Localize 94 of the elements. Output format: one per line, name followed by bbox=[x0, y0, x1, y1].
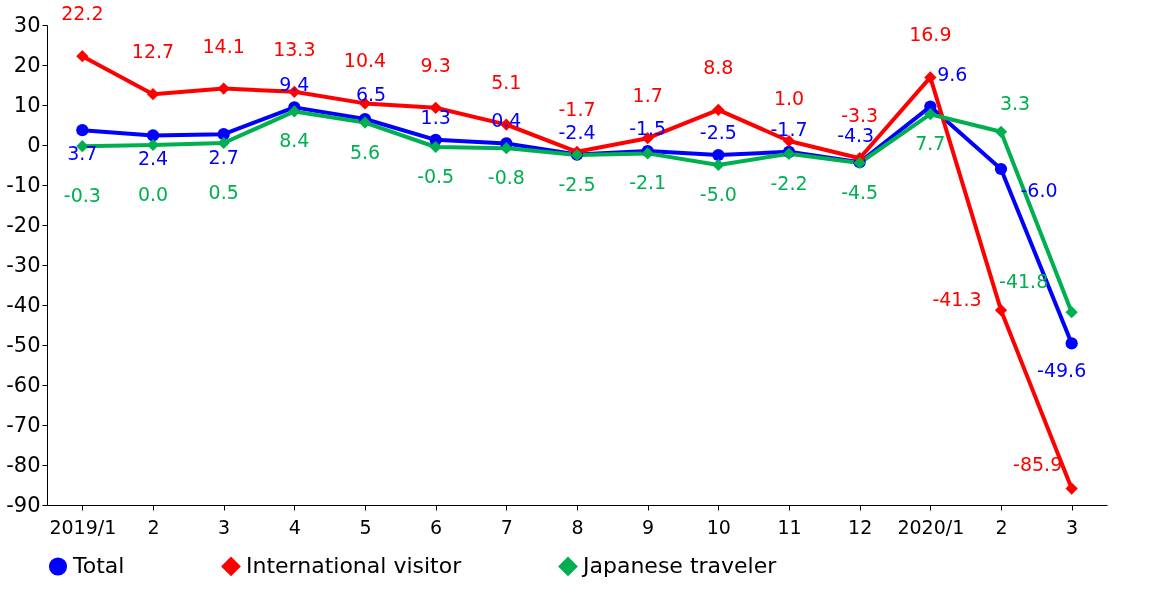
point bbox=[712, 148, 725, 162]
data-label: 8.4 bbox=[279, 129, 310, 152]
point bbox=[994, 304, 1008, 317]
data-label: 9.6 bbox=[937, 62, 968, 85]
data-label: 14.1 bbox=[202, 34, 245, 57]
data-label: 22.2 bbox=[61, 2, 104, 25]
x-tick-label: 2020/1 bbox=[897, 515, 965, 538]
data-label: -4.5 bbox=[841, 181, 879, 203]
data-label: -1.7 bbox=[770, 117, 808, 140]
data-label: 13.3 bbox=[273, 37, 316, 60]
data-label: -1.7 bbox=[558, 97, 596, 120]
point bbox=[994, 125, 1008, 138]
data-label: 16.9 bbox=[909, 23, 952, 46]
data-label: -2.5 bbox=[699, 121, 737, 143]
y-tick-label: -50 bbox=[6, 332, 41, 357]
legend-label: Total bbox=[72, 553, 125, 579]
data-label: 9.4 bbox=[279, 73, 310, 96]
point bbox=[994, 162, 1008, 176]
data-label: -0.8 bbox=[487, 166, 525, 189]
x-tick-label: 2019/1 bbox=[49, 515, 117, 538]
x-tick-label: 3 bbox=[1066, 515, 1079, 538]
point bbox=[217, 128, 230, 141]
data-label: 6.5 bbox=[355, 83, 387, 105]
point bbox=[288, 105, 301, 118]
y-tick-label: -60 bbox=[6, 372, 41, 397]
x-tick-label: 7 bbox=[500, 515, 513, 538]
point bbox=[429, 140, 442, 154]
x-tick-label: 4 bbox=[288, 515, 301, 538]
data-label: -2.2 bbox=[770, 171, 808, 194]
point bbox=[217, 136, 230, 150]
data-label: -3.3 bbox=[841, 104, 879, 127]
point bbox=[924, 108, 937, 121]
data-label: 1.0 bbox=[773, 87, 805, 109]
x-tick-label: 11 bbox=[777, 515, 802, 538]
data-label: -4.3 bbox=[837, 124, 875, 147]
data-label: 12.7 bbox=[131, 40, 175, 63]
data-label: -2.4 bbox=[558, 120, 596, 143]
data-label: 7.7 bbox=[915, 132, 946, 155]
y-tick-label: -90 bbox=[6, 492, 41, 517]
data-label: 10.4 bbox=[343, 49, 387, 72]
point bbox=[146, 138, 160, 152]
y-tick-label: -70 bbox=[6, 412, 41, 437]
data-label: 0.5 bbox=[208, 181, 239, 203]
data-label: 0.0 bbox=[137, 183, 169, 205]
x-tick-label: 3 bbox=[218, 515, 231, 538]
data-label: -49.6 bbox=[1037, 359, 1087, 382]
x-tick-label: 8 bbox=[571, 515, 584, 538]
point bbox=[924, 71, 937, 84]
x-tick-label: 6 bbox=[430, 515, 443, 538]
data-label: 5.6 bbox=[349, 140, 381, 163]
x-tick-label: 10 bbox=[706, 515, 731, 538]
data-label: 3.7 bbox=[67, 142, 98, 165]
y-tick-label: -20 bbox=[6, 212, 41, 237]
y-tick-label: -30 bbox=[6, 252, 41, 277]
x-tick-label: 5 bbox=[359, 515, 372, 538]
data-label: 2.4 bbox=[137, 147, 169, 170]
point bbox=[358, 116, 372, 129]
x-tick-label: 9 bbox=[642, 515, 655, 538]
point bbox=[146, 88, 160, 101]
x-tick-label: 2 bbox=[995, 515, 1008, 538]
point bbox=[712, 103, 725, 116]
y-tick-label: -40 bbox=[6, 292, 41, 317]
y-tick-label: 10 bbox=[13, 92, 41, 117]
point bbox=[76, 124, 89, 137]
data-label: 1.7 bbox=[632, 84, 663, 107]
point bbox=[1065, 482, 1078, 495]
legend-label: Japanese traveler bbox=[581, 553, 778, 579]
point bbox=[76, 50, 89, 63]
data-label: 8.8 bbox=[703, 55, 734, 78]
y-tick-label: 20 bbox=[13, 52, 41, 77]
x-tick-label: 12 bbox=[848, 515, 873, 538]
data-label: 1.3 bbox=[420, 105, 451, 128]
data-label: -2.5 bbox=[558, 173, 596, 195]
data-label: -5.0 bbox=[699, 183, 737, 205]
legend-label: International visitor bbox=[246, 553, 463, 579]
data-label: 3.3 bbox=[999, 91, 1031, 114]
data-label: 9.3 bbox=[420, 53, 451, 76]
data-label: -0.3 bbox=[63, 184, 101, 207]
point bbox=[712, 158, 725, 172]
data-label: 5.1 bbox=[491, 70, 522, 93]
data-label: 2.7 bbox=[208, 146, 239, 169]
y-tick-label: 30 bbox=[13, 12, 41, 37]
data-label: -0.5 bbox=[417, 165, 455, 187]
data-label: -85.9 bbox=[1013, 452, 1063, 475]
point bbox=[146, 129, 160, 142]
y-tick-label: 0 bbox=[27, 132, 41, 157]
data-label: -2.1 bbox=[629, 171, 667, 194]
y-tick-label: -10 bbox=[6, 172, 41, 197]
y-tick-label: -80 bbox=[6, 452, 41, 477]
point bbox=[1065, 306, 1078, 319]
point bbox=[1065, 337, 1078, 350]
data-label: -41.3 bbox=[932, 288, 982, 311]
data-label: -1.5 bbox=[629, 117, 667, 139]
x-tick-label: 2 bbox=[147, 515, 160, 538]
